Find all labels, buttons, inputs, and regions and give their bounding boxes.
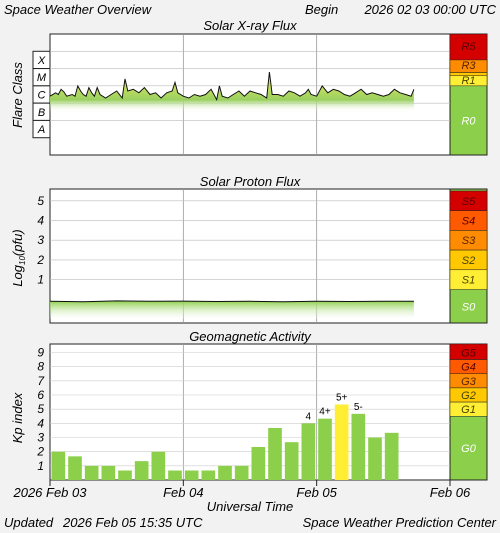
credit: Space Weather Prediction Center — [303, 515, 497, 530]
proton-flux-area — [50, 300, 414, 320]
kp-bar-label: 5- — [354, 402, 363, 413]
panels: XMCBAR5R3R1R054321S5S4S3S2S1S0987654321G… — [32, 33, 488, 481]
panel-2: 5 4 3 2 1 S5 S4 S3 S2 S1 S0 — [36, 188, 488, 324]
begin-label: Begin — [305, 2, 338, 17]
kp-tick-label: 1 — [37, 459, 44, 473]
kp-tick-label: 4 — [37, 416, 44, 430]
scale-label-s1: S1 — [462, 275, 475, 287]
kp-bar — [318, 418, 332, 480]
scale-label-s2: S2 — [462, 255, 475, 267]
scale-s1 — [449, 269, 488, 290]
scale-label-r1: R1 — [461, 75, 475, 87]
kp-bar-label: 4+ — [319, 407, 331, 418]
geomag-title: Geomagnetic Activity — [189, 329, 312, 344]
scale-label-r5: R5 — [461, 41, 476, 53]
x-tick-label: Feb 04 — [163, 485, 203, 500]
kp-tick-label: 3 — [37, 431, 44, 445]
proton-tick-label: 3 — [37, 233, 44, 247]
flare-class-label: B — [38, 107, 45, 119]
proton-ylabel: Log10(pfu) — [10, 229, 27, 286]
flare-class-label: C — [38, 90, 46, 102]
kp-bar-label: 4 — [306, 411, 312, 422]
scale-label-s4: S4 — [462, 216, 475, 228]
kp-bar — [301, 423, 316, 480]
scale-label-r3: R3 — [461, 60, 476, 72]
kp-tick-label: 8 — [37, 360, 44, 374]
updated-value: 2026 Feb 05 15:35 UTC — [62, 515, 203, 530]
kp-bar — [268, 428, 282, 480]
kp-bar — [118, 470, 132, 480]
kp-tick-label: 5 — [37, 402, 44, 416]
x-tick-label: Feb 05 — [296, 485, 337, 500]
kp-bar — [284, 442, 299, 480]
kp-tick-label: 6 — [37, 388, 44, 402]
kp-bar — [384, 432, 399, 480]
proton-ylabel-sub: 10 — [18, 256, 27, 265]
kp-bar — [168, 470, 182, 480]
xray-title: Solar X-ray Flux — [203, 18, 297, 33]
kp-bar — [68, 456, 82, 480]
x-tick-label: 2026 Feb 03 — [12, 485, 87, 500]
updated-label: Updated — [4, 515, 54, 530]
scale-label-g0: G0 — [461, 443, 477, 455]
scale-g1 — [449, 401, 488, 417]
begin-value: 2026 02 03 00:00 UTC — [363, 2, 496, 17]
flare-class-box — [32, 119, 51, 139]
kp-bar — [201, 470, 216, 480]
flare-class-label: X — [37, 55, 46, 67]
scale-label-s3: S3 — [462, 235, 476, 247]
geomag-ylabel: Kp index — [10, 392, 25, 443]
proton-tick-label: 2 — [36, 253, 44, 267]
scale-r5 — [449, 33, 488, 61]
scale-label-g4: G4 — [461, 362, 476, 374]
kp-bar — [51, 451, 66, 480]
kp-bar — [351, 413, 366, 480]
kp-bar-label: 5+ — [336, 392, 348, 403]
flare-class-label: A — [37, 124, 45, 136]
scale-label-g2: G2 — [461, 390, 476, 402]
kp-bar — [368, 437, 382, 480]
proton-flux-line — [49, 300, 414, 303]
flare-class-label: M — [37, 72, 47, 84]
page-title: Space Weather Overview — [4, 2, 153, 17]
scale-label-g5: G5 — [461, 348, 477, 360]
kp-tick-label: 7 — [37, 374, 45, 388]
kp-bar — [151, 451, 166, 480]
proton-ylabel-tail: (pfu) — [10, 229, 25, 256]
kp-bar — [334, 404, 349, 480]
proton-title: Solar Proton Flux — [200, 174, 301, 189]
scale-label-s5: S5 — [462, 196, 476, 208]
kp-tick-label: 2 — [36, 445, 44, 459]
scale-r1 — [449, 75, 488, 87]
scale-label-g3: G3 — [461, 376, 477, 388]
proton-ylabel-main: Log — [10, 264, 25, 286]
kp-bar — [234, 465, 249, 480]
kp-tick-label: 9 — [37, 346, 44, 360]
kp-bar — [101, 465, 116, 480]
scale-label-r0: R0 — [461, 115, 476, 127]
scale-label-g1: G1 — [461, 404, 476, 416]
scale-label-s0: S0 — [462, 301, 476, 313]
time-axis: 2026 Feb 03 Feb 04 Feb 05 Feb 06 — [12, 480, 471, 500]
kp-bar — [134, 461, 149, 480]
kp-bar — [184, 470, 199, 480]
xray-flux-area — [50, 72, 414, 112]
kp-bar — [218, 465, 232, 480]
xray-ylabel: Flare Class — [10, 62, 25, 128]
x-tick-label: Feb 06 — [430, 485, 471, 500]
proton-tick-label: 1 — [37, 273, 44, 287]
x-axis-label: Universal Time — [207, 499, 294, 514]
proton-tick-label: 5 — [37, 194, 44, 208]
xray-flux-line — [49, 71, 415, 102]
kp-bar — [84, 465, 99, 480]
kp-bar — [251, 446, 266, 480]
proton-tick-label: 4 — [37, 214, 44, 228]
